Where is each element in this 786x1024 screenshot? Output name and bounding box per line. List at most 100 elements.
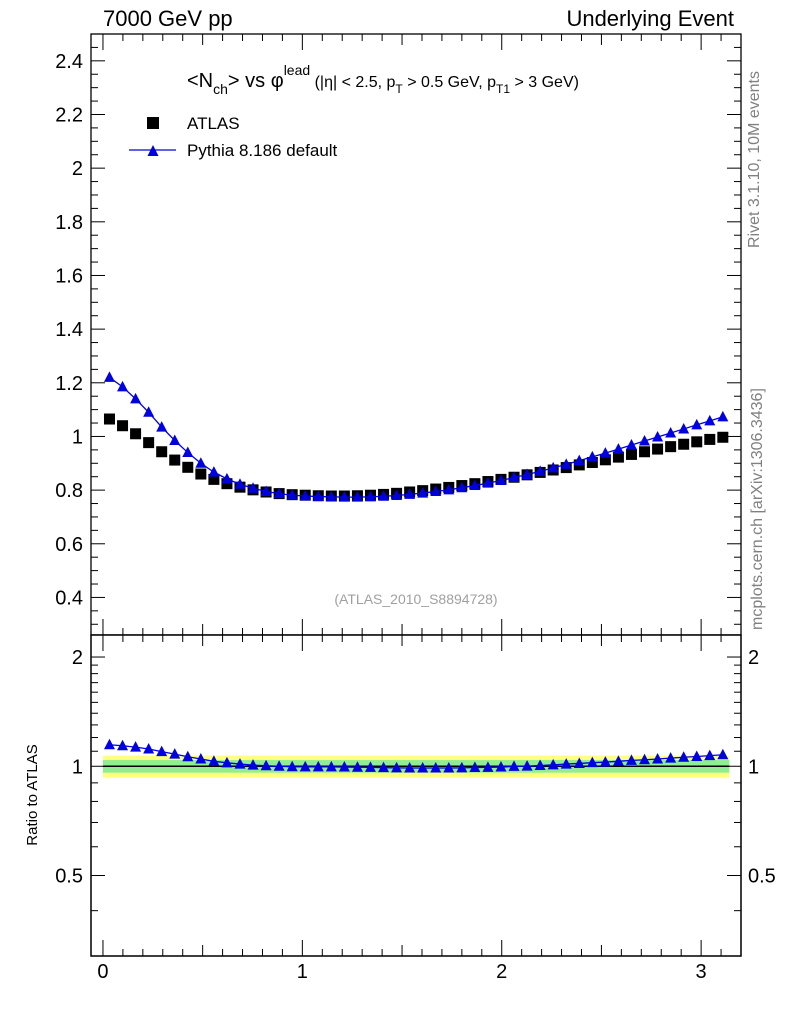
ratio-pythia-data-point — [521, 760, 533, 771]
pythia-data-point — [351, 491, 363, 502]
ratio-pythia-data-point — [443, 762, 455, 773]
ratio-pythia-data-point — [195, 753, 207, 764]
pythia-data-point — [299, 490, 311, 501]
pythia-data-point — [652, 430, 664, 442]
ratio-pythia-data-point — [351, 761, 363, 772]
atlas-data-point — [704, 433, 716, 445]
ratio-pythia-data-point — [534, 759, 546, 770]
ratio-pythia-data-point — [208, 755, 220, 766]
pythia-data-point — [560, 458, 572, 469]
pythia-data-point — [156, 421, 168, 432]
main-plot-frame — [90, 33, 742, 636]
pythia-data-point — [665, 426, 677, 438]
x-tick-label: 0 — [97, 961, 108, 983]
pythia-data-point — [678, 422, 690, 434]
ratio-pythia-data-point — [103, 738, 115, 750]
pythia-data-point — [704, 414, 716, 426]
ratio-pythia-data-point — [391, 761, 403, 773]
ratio-pythia-data-point — [508, 760, 520, 771]
ratio-pythia-data-point — [143, 742, 155, 754]
ratio-pythia-data-point — [652, 753, 664, 764]
ratio-pythia-data-point — [260, 759, 272, 771]
y-tick-label: 2 — [72, 158, 83, 180]
pythia-data-point — [586, 450, 598, 462]
ratio-plot-frame — [90, 634, 742, 957]
ratio-pythia-data-point — [430, 762, 442, 773]
pythia-data-point — [547, 461, 559, 473]
pythia-data-point — [286, 489, 298, 500]
pythia-data-point — [469, 479, 481, 491]
legend-atlas-label: ATLAS — [187, 114, 240, 133]
atlas-data-point — [586, 456, 598, 468]
pythia-data-point — [534, 465, 546, 476]
main-plot-panel: 0.4 0.6 0.8 1 1.2 1.4 1.6 1.8 2 2.2 2.4 <Nch> vs φ… — [55, 33, 742, 636]
atlas-data-point — [117, 420, 129, 432]
ratio-pythia-data-point — [338, 761, 350, 772]
ratio-y-tick-label-right: 0.5 — [748, 865, 776, 887]
ratio-pythia-data-point — [586, 756, 598, 768]
ratio-y-tick-label-right: 1 — [748, 756, 759, 778]
ratio-pythia-data-point — [299, 760, 311, 772]
atlas-data-point — [717, 431, 729, 443]
legend-atlas-marker — [147, 117, 159, 129]
pythia-data-point — [456, 481, 468, 493]
pythia-data-point — [273, 487, 285, 499]
ratio-y-tick-label: 0.5 — [55, 865, 83, 887]
header-energy-label: 7000 GeV pp — [103, 6, 233, 31]
main-x-ticks — [102, 34, 722, 635]
atlas-data-point — [691, 436, 703, 448]
ratio-pythia-data-point — [130, 741, 142, 752]
mcplots-label: mcplots.cern.ch [arXiv:1306.3436] — [749, 388, 766, 630]
y-tick-label: 0.8 — [55, 480, 83, 502]
pythia-data-point — [325, 490, 337, 502]
legend-pythia-label: Pythia 8.186 default — [187, 141, 338, 160]
y-tick-label: 1.6 — [55, 265, 83, 287]
ratio-x-ticks: 0 1 2 3 — [97, 635, 722, 983]
ratio-pythia-data-point — [665, 752, 677, 763]
x-tick-label: 2 — [496, 961, 507, 983]
atlas-data-point — [612, 451, 624, 463]
pythia-data-point — [625, 439, 637, 450]
ratio-pythia-data-point — [599, 756, 611, 767]
pythia-data-point — [612, 443, 624, 454]
ratio-series-pythia — [103, 738, 729, 773]
y-tick-label: 2.2 — [55, 104, 83, 126]
ratio-plot-panel: 0.5 0.5 1 1 2 2 0 1 2 3 Ratio to ATLAS — [24, 634, 776, 983]
legend-pythia-marker — [147, 145, 159, 156]
legend: ATLAS Pythia 8.186 default — [129, 114, 338, 160]
pythia-data-point — [482, 477, 494, 488]
pythia-data-point — [182, 446, 194, 458]
ratio-pythia-data-point — [312, 760, 324, 772]
ratio-pythia-data-point — [625, 754, 637, 765]
main-y-ticks: 0.4 0.6 0.8 1 1.2 1.4 1.6 1.8 2 2.2 2.4 — [55, 33, 741, 625]
ratio-pythia-data-point — [482, 761, 494, 772]
ratio-pythia-data-point — [169, 748, 181, 759]
pythia-data-point — [338, 491, 350, 502]
pythia-data-point — [378, 490, 390, 501]
ratio-y-ticks: 0.5 0.5 1 1 2 2 — [55, 647, 776, 912]
ratio-pythia-data-point — [247, 759, 259, 770]
y-tick-label: 1.4 — [55, 319, 83, 341]
pythia-data-point — [404, 488, 416, 499]
y-tick-label: 1 — [72, 426, 83, 448]
pythia-data-point — [312, 490, 324, 502]
ratio-pythia-data-point — [417, 762, 429, 773]
ratio-y-tick-label: 2 — [72, 647, 83, 669]
atlas-data-point — [665, 441, 677, 453]
pythia-data-point — [391, 489, 403, 500]
atlas-data-point — [639, 446, 651, 458]
pythia-data-point — [495, 474, 507, 485]
pythia-data-point — [169, 434, 181, 445]
ratio-pythia-data-point — [547, 758, 559, 770]
ratio-y-axis-label: Ratio to ATLAS — [24, 744, 41, 845]
pythia-data-point — [508, 471, 520, 483]
ratio-plot-border — [90, 634, 742, 957]
ratio-pythia-data-point — [469, 761, 481, 773]
ratio-y-tick-label-right: 2 — [748, 647, 759, 669]
atlas-data-point — [130, 428, 142, 440]
atlas-data-point — [652, 443, 664, 455]
ratio-pythia-data-point — [678, 751, 690, 762]
pythia-data-point — [443, 483, 455, 495]
atlas-data-point — [678, 438, 690, 450]
